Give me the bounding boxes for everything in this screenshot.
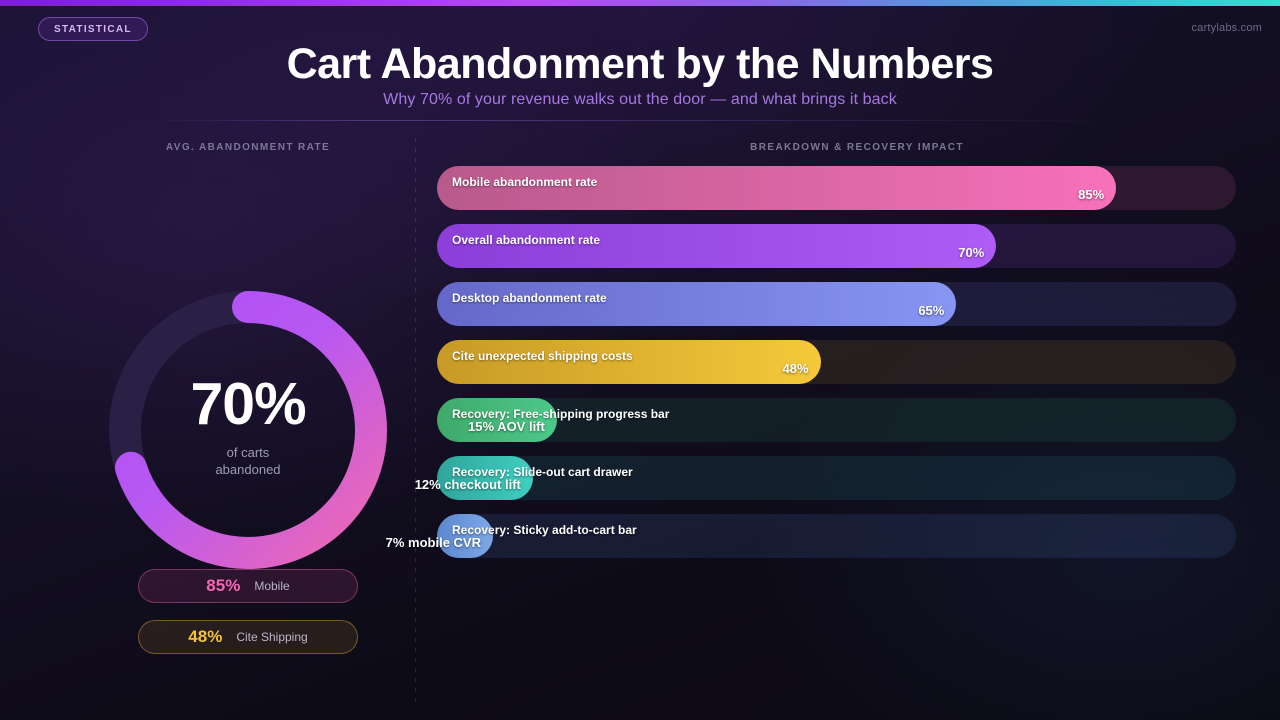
bar-value: 48% (782, 361, 809, 376)
bar-row: Cite unexpected shipping costs 48% (437, 340, 1236, 384)
top-accent-bar (0, 0, 1280, 6)
bar-value: 65% (918, 303, 945, 318)
bar-fill (437, 340, 821, 384)
statistical-badge: STATISTICAL (38, 17, 148, 41)
bar-value: 70% (958, 245, 985, 260)
bar-track (437, 398, 1236, 442)
donut-caption: of carts abandoned (215, 445, 280, 479)
bar-row: Mobile abandonment rate 85% (437, 166, 1236, 210)
bar-value: 12% checkout lift (414, 477, 521, 492)
stat-chip-value: 85% (206, 576, 241, 595)
bar-row: Recovery: Slide-out cart drawer 12% check… (415, 456, 1236, 500)
stat-chip-shipping: 48% Cite Shipping (138, 620, 358, 654)
donut-svg (109, 291, 387, 569)
bar-label: Overall abandonment rate (452, 233, 601, 247)
column-divider (415, 138, 416, 708)
bar-label: Desktop abandonment rate (452, 291, 607, 305)
bar-row: Overall abandonment rate 70% (437, 224, 1236, 268)
bar-label: Recovery: Slide-out cart drawer (452, 465, 633, 479)
left-column-heading: AVG. ABANDONMENT RATE (165, 142, 331, 153)
bar-track (437, 514, 1236, 558)
stat-chip-mobile: 85% Mobile (138, 569, 358, 603)
bar-list: Mobile abandonment rate 85% Overall abando… (386, 166, 1236, 572)
donut-caption-line1: of carts (226, 445, 270, 461)
bar-fill (437, 398, 557, 442)
stat-chip-value: 48% (188, 627, 223, 646)
donut-chart: 70% of carts abandoned (103, 285, 393, 575)
page-subtitle: Why 70% of your revenue walks out the do… (383, 91, 897, 108)
stat-chip-label: Mobile (254, 579, 290, 593)
bar-fill (437, 166, 1117, 210)
bar-row: Desktop abandonment rate 65% (437, 282, 1236, 326)
site-watermark: cartylabs.com (1191, 22, 1262, 34)
donut-center-block: 70% of carts abandoned (103, 285, 393, 575)
bar-fill (437, 514, 493, 558)
bar-value: 85% (1078, 187, 1105, 202)
bar-value: 15% AOV lift (468, 419, 545, 434)
donut-caption-line2: abandoned (215, 462, 281, 477)
bar-track (437, 456, 1236, 500)
stat-chip-label: Cite Shipping (236, 630, 308, 644)
right-column-heading: BREAKDOWN & RECOVERY IMPACT (750, 142, 964, 153)
page-title: Cart Abandonment by the Numbers (286, 40, 994, 88)
bar-fill (437, 224, 997, 268)
bar-fill (437, 282, 957, 326)
bar-label: Cite unexpected shipping costs (452, 349, 633, 363)
bar-value: 7% mobile CVR (385, 535, 481, 550)
bar-row: Recovery: Sticky add-to-cart bar 7% mobil… (386, 514, 1236, 558)
bar-label: Mobile abandonment rate (452, 175, 598, 189)
bar-label: Recovery: Free-shipping progress bar (452, 407, 670, 421)
donut-value: 70% (190, 371, 306, 438)
bar-fill (437, 456, 533, 500)
bar-label: Recovery: Sticky add-to-cart bar (452, 523, 637, 537)
bar-row: Recovery: Free-shipping progress bar 15% … (437, 398, 1236, 442)
header-divider (148, 120, 1132, 121)
